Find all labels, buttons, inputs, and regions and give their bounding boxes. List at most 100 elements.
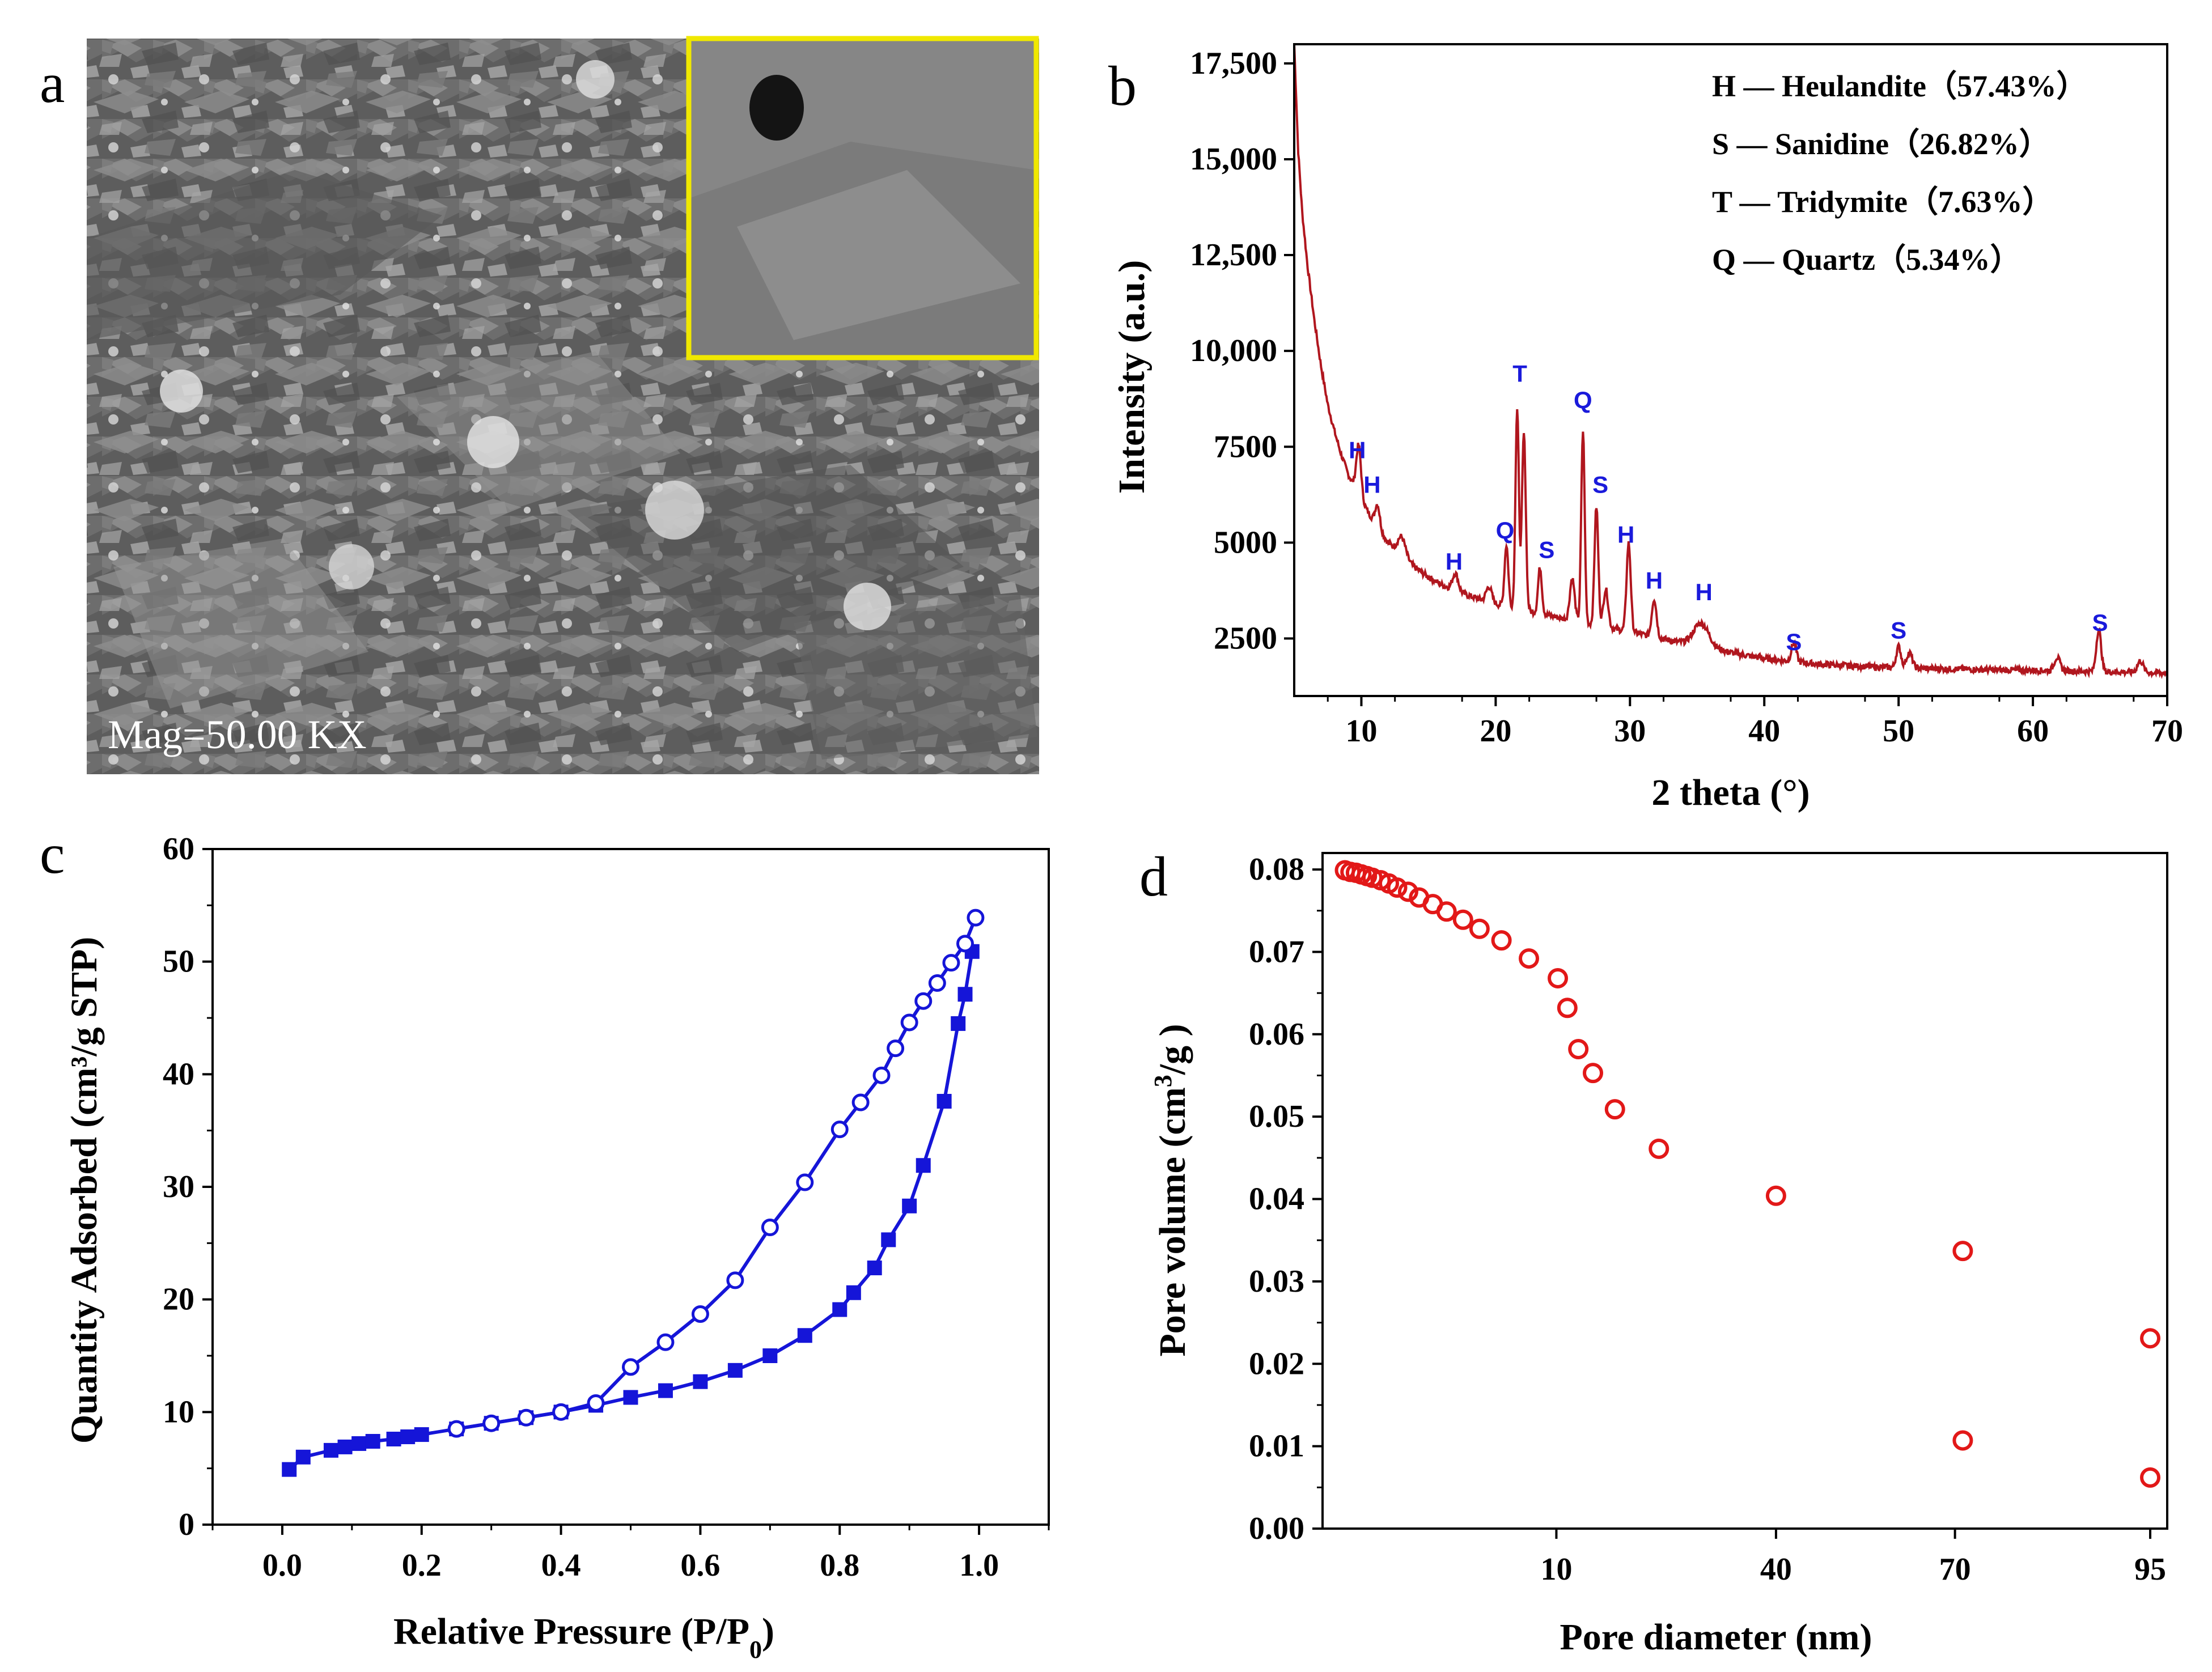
isotherm-y-axis-title: Quantity Adsorbed (cm³/g STP): [63, 937, 105, 1444]
pore-x-tick-label: 70: [1939, 1552, 1971, 1587]
pore-volume-point: [1649, 1138, 1669, 1159]
xrd-legend-item: Q — Quartz（5.34%）: [1712, 243, 2020, 277]
desorption-point: [967, 909, 985, 927]
xrd-x-tick-label: 40: [1748, 714, 1780, 749]
isotherm-plot-frame: [211, 848, 1050, 1526]
pore-volume-point: [1452, 909, 1473, 930]
isotherm-x-axis-title: Relative Pressure (P/P0): [393, 1611, 774, 1663]
desorption-point: [900, 1013, 918, 1032]
pore-y-tick-label: 0.04: [1249, 1182, 1304, 1217]
isotherm-axis-ticks: 0.0 0.2 0.4 0.6 0.8 1.0 0 10 20 30 40 50 60: [163, 831, 1050, 1583]
desorption-point: [622, 1358, 639, 1376]
pore-volume-point: [2140, 1467, 2160, 1488]
adsorption-point: [623, 1390, 638, 1405]
pore-x-tick-label: 95: [2134, 1552, 2166, 1587]
pore-volume-point: [1557, 998, 1578, 1019]
adsorption-point: [902, 1198, 917, 1213]
adsorption-point: [658, 1383, 673, 1398]
adsorption-point: [337, 1439, 353, 1454]
isotherm-y-tick-label: 60: [163, 831, 194, 867]
xrd-peak-label: S: [2092, 609, 2108, 636]
sem-inset-pore: [749, 75, 804, 141]
xrd-peak-label: Q: [1574, 387, 1592, 414]
isotherm-y-tick-label: 50: [163, 944, 194, 979]
xrd-y-tick-label: 5000: [1214, 525, 1277, 560]
xrd-x-tick-label: 30: [1614, 714, 1646, 749]
pore-plot-frame: [1321, 852, 2168, 1530]
adsorption-point: [832, 1302, 847, 1317]
xrd-y-tick-label: 15,000: [1190, 142, 1277, 177]
adsorption-point: [295, 1449, 311, 1465]
pore-volume-point: [1952, 1241, 1973, 1262]
xrd-chart: 10 20 30 40 50 60 70 2500 5000 7500 10,000 12,500 15…: [1111, 43, 2183, 813]
panel-d-letter: d: [1139, 845, 1168, 908]
xrd-legend: H — Heulandite（57.43%） S — Sanidine（26.8…: [1712, 69, 2087, 277]
panel-a-letter: a: [40, 52, 65, 114]
pore-volume-point: [1583, 1063, 1604, 1084]
pore-y-axis-title: Pore volume (cm3/g ): [1149, 1024, 1194, 1356]
isotherm-y-tick-label: 10: [163, 1394, 194, 1429]
pore-volume-chart: 10 40 70 95 0.00 0.01 0.02 0.03 0.04 0.05 0.06 0.07…: [1149, 852, 2168, 1658]
isotherm-x-tick-label: 0.6: [680, 1548, 720, 1583]
panel-c-letter: c: [40, 822, 65, 885]
desorption-point: [552, 1403, 570, 1421]
pore-y-tick-label: 0.05: [1249, 1099, 1304, 1134]
panel-b-letter: b: [1108, 54, 1137, 117]
xrd-peak-label: H: [1695, 579, 1712, 605]
isotherm-x-tick-label: 1.0: [959, 1548, 999, 1583]
desorption-point: [796, 1173, 814, 1191]
xrd-axis-ticks: 10 20 30 40 50 60 70 2500 5000 7500 10,000 12,500 15…: [1190, 46, 2183, 749]
desorption-point: [587, 1394, 605, 1412]
desorption-markers: [447, 909, 985, 1438]
pore-volume-point: [1604, 1099, 1625, 1120]
adsorption-point: [282, 1462, 297, 1477]
xrd-x-tick-label: 10: [1345, 714, 1377, 749]
adsorption-point: [957, 987, 973, 1002]
adsorption-point: [846, 1285, 861, 1300]
xrd-y-tick-label: 7500: [1214, 429, 1277, 464]
xrd-peak-label: H: [1617, 521, 1634, 548]
xrd-peak-label: S: [1891, 617, 1906, 644]
desorption-point: [517, 1408, 535, 1427]
desorption-point: [761, 1219, 779, 1237]
desorption-point: [914, 992, 933, 1010]
pore-y-tick-label: 0.08: [1249, 852, 1304, 887]
xrd-y-tick-label: 2500: [1214, 621, 1277, 656]
desorption-point: [851, 1093, 870, 1111]
isotherm-x-tick-label: 0.4: [541, 1548, 581, 1583]
adsorption-point: [414, 1427, 429, 1442]
desorption-point: [447, 1420, 465, 1438]
adsorption-point: [693, 1374, 708, 1389]
pore-y-tick-label: 0.01: [1249, 1429, 1304, 1464]
xrd-peak-label: Q: [1496, 517, 1515, 544]
pore-x-axis-title: Pore diameter (nm): [1560, 1616, 1872, 1658]
desorption-line: [456, 917, 977, 1431]
xrd-x-tick-label: 60: [2017, 714, 2049, 749]
xrd-x-axis-title: 2 theta (°): [1651, 772, 1810, 813]
adsorption-point: [916, 1158, 931, 1173]
desorption-point: [691, 1305, 709, 1323]
pore-y-tick-label: 0.06: [1249, 1017, 1304, 1052]
sem-features: [87, 60, 1037, 759]
xrd-x-tick-label: 20: [1480, 714, 1511, 749]
adsorption-point: [867, 1261, 882, 1276]
xrd-peak-label: S: [1592, 471, 1608, 498]
xrd-y-axis-title: Intensity (a.u.): [1111, 260, 1152, 494]
adsorption-point: [400, 1429, 416, 1445]
xrd-peak-label: H: [1646, 567, 1663, 594]
pore-x-tick-label: 40: [1760, 1552, 1792, 1587]
adsorption-point: [937, 1094, 952, 1109]
pore-y-tick-label: 0.03: [1249, 1264, 1304, 1299]
adsorption-point: [386, 1432, 401, 1447]
xrd-legend-item: T — Tridymite（7.63%）: [1712, 185, 2053, 219]
pore-y-tick-label: 0.07: [1249, 934, 1304, 969]
pore-volume-point: [1548, 967, 1569, 988]
adsorption-point: [797, 1328, 812, 1343]
xrd-y-tick-label: 12,500: [1190, 237, 1277, 273]
isotherm-chart: 0.0 0.2 0.4 0.6 0.8 1.0 0 10 20 30 40 50 60 Relative…: [63, 831, 1050, 1663]
xrd-x-tick-label: 70: [2151, 714, 2183, 749]
isotherm-y-tick-label: 20: [163, 1282, 194, 1317]
sem-inset: [686, 36, 1039, 360]
pore-volume-point: [1952, 1430, 1973, 1451]
